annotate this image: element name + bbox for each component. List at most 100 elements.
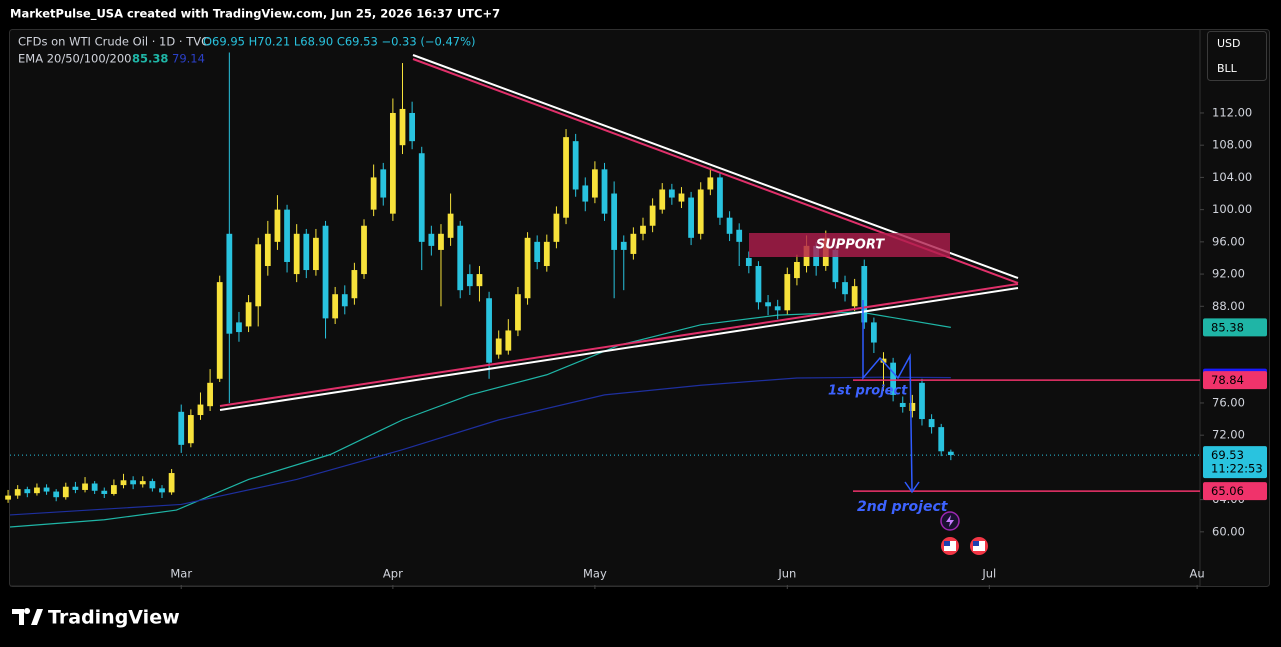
- candle-body: [553, 213, 560, 242]
- candle-body: [207, 382, 213, 407]
- y-tick-label: 100.00: [1212, 202, 1252, 216]
- y-tick-label: 96.00: [1212, 234, 1245, 248]
- candle-body: [216, 282, 223, 379]
- candle-body: [745, 257, 752, 267]
- x-tick-label: May: [583, 567, 607, 581]
- candle-body: [919, 382, 925, 420]
- candle-body: [678, 193, 685, 202]
- candle-body: [380, 169, 387, 198]
- candle-body: [774, 306, 781, 311]
- candle-body: [101, 490, 108, 494]
- y-tick-label: 104.00: [1212, 170, 1252, 184]
- candle-body: [947, 451, 954, 456]
- candle-body: [120, 480, 127, 486]
- projection-arrows: [862, 300, 920, 494]
- candle-body: [264, 233, 271, 267]
- trendline: [219, 287, 1019, 411]
- candle-body: [649, 205, 656, 226]
- unit: BLL: [1217, 62, 1238, 75]
- candle-body: [563, 137, 569, 218]
- candle-body: [794, 261, 800, 279]
- candle-body: [572, 141, 579, 190]
- candle-body: [851, 286, 858, 307]
- candle-body: [53, 491, 60, 498]
- candle-body: [409, 112, 416, 142]
- candle-body: [899, 402, 906, 407]
- candle-body: [668, 189, 675, 198]
- candle-body: [736, 229, 743, 242]
- candle-body: [755, 266, 762, 303]
- candle-body: [880, 358, 887, 363]
- ema-line: [9, 376, 951, 516]
- candle-body: [611, 193, 618, 250]
- annotation: 1st project: [828, 384, 908, 399]
- candle-body: [938, 427, 945, 452]
- candle-body: [592, 169, 598, 198]
- candle-body: [486, 298, 492, 363]
- arrow-head: [904, 481, 920, 494]
- countdown: 11:22:53: [1211, 462, 1263, 476]
- candle-body: [870, 322, 877, 343]
- candle-body: [178, 411, 185, 445]
- logo-text: TradingView: [48, 607, 180, 629]
- candle-body: [303, 233, 310, 271]
- flag-glyph: [973, 541, 979, 546]
- ema-value: 85.38: [132, 52, 168, 66]
- support-zone: [749, 233, 950, 257]
- last-price-label: 69.53: [1211, 448, 1244, 462]
- icon-glyph: [946, 515, 954, 527]
- candle-body: [284, 209, 290, 262]
- candle-body: [861, 266, 868, 323]
- candle-body: [842, 282, 848, 295]
- candle-body: [688, 197, 694, 238]
- candle-body: [909, 402, 916, 412]
- currency-box[interactable]: [1207, 31, 1267, 81]
- candle-body: [361, 225, 367, 275]
- flag-glyph: [944, 541, 950, 546]
- candle-body: [34, 487, 40, 494]
- candle-body: [82, 483, 88, 490]
- candle-body: [168, 473, 175, 493]
- candle-body: [515, 294, 521, 331]
- candle-body: [726, 217, 733, 234]
- candle-body: [62, 486, 69, 498]
- x-tick-label: Jul: [981, 567, 996, 581]
- currency: USD: [1217, 37, 1241, 50]
- candle-body: [505, 330, 512, 351]
- last-price-box: [1203, 446, 1267, 479]
- candle-body: [928, 419, 935, 428]
- candle-body: [707, 177, 714, 190]
- candle-body: [428, 233, 435, 246]
- candle-body: [784, 274, 791, 311]
- candle-body: [293, 233, 300, 275]
- y-tick-label: 92.00: [1212, 267, 1245, 281]
- plot-frame: [9, 29, 1270, 587]
- candle-body: [341, 294, 348, 307]
- candle-body: [659, 189, 666, 210]
- symbol-title: CFDs on WTI Crude Oil · 1D · TVC: [18, 35, 209, 49]
- x-tick-label: Au: [1190, 567, 1205, 581]
- annotation: 2nd project: [857, 499, 949, 515]
- y-tick-label: 112.00: [1212, 105, 1252, 119]
- quote: O69.95 H70.21 L68.90 C69.53 −0.33 (−0.47…: [203, 35, 476, 49]
- candle-body: [245, 302, 252, 327]
- candle-body: [159, 488, 165, 493]
- y-tick-label: 76.00: [1212, 395, 1245, 409]
- candle-body: [91, 483, 98, 491]
- logo-mark: [12, 608, 43, 625]
- level-price-label-box: [1203, 371, 1267, 390]
- candle-body: [72, 486, 79, 490]
- x-tick-label: Jun: [777, 567, 796, 581]
- candle-body: [187, 415, 194, 444]
- candle-body: [399, 108, 406, 146]
- y-tick-label: 72.00: [1212, 428, 1245, 442]
- x-tick-label: Mar: [170, 567, 192, 581]
- candle-body: [24, 489, 31, 494]
- candle-body: [457, 225, 464, 291]
- x-tick-label: Apr: [383, 567, 403, 581]
- candle-body: [476, 274, 483, 287]
- indicator: EMA 20/50/100/200: [18, 52, 132, 66]
- candle-body: [322, 225, 329, 319]
- credit: MarketPulse_USA created with TradingView…: [10, 7, 500, 22]
- level-price-label: 78.84: [1211, 373, 1244, 387]
